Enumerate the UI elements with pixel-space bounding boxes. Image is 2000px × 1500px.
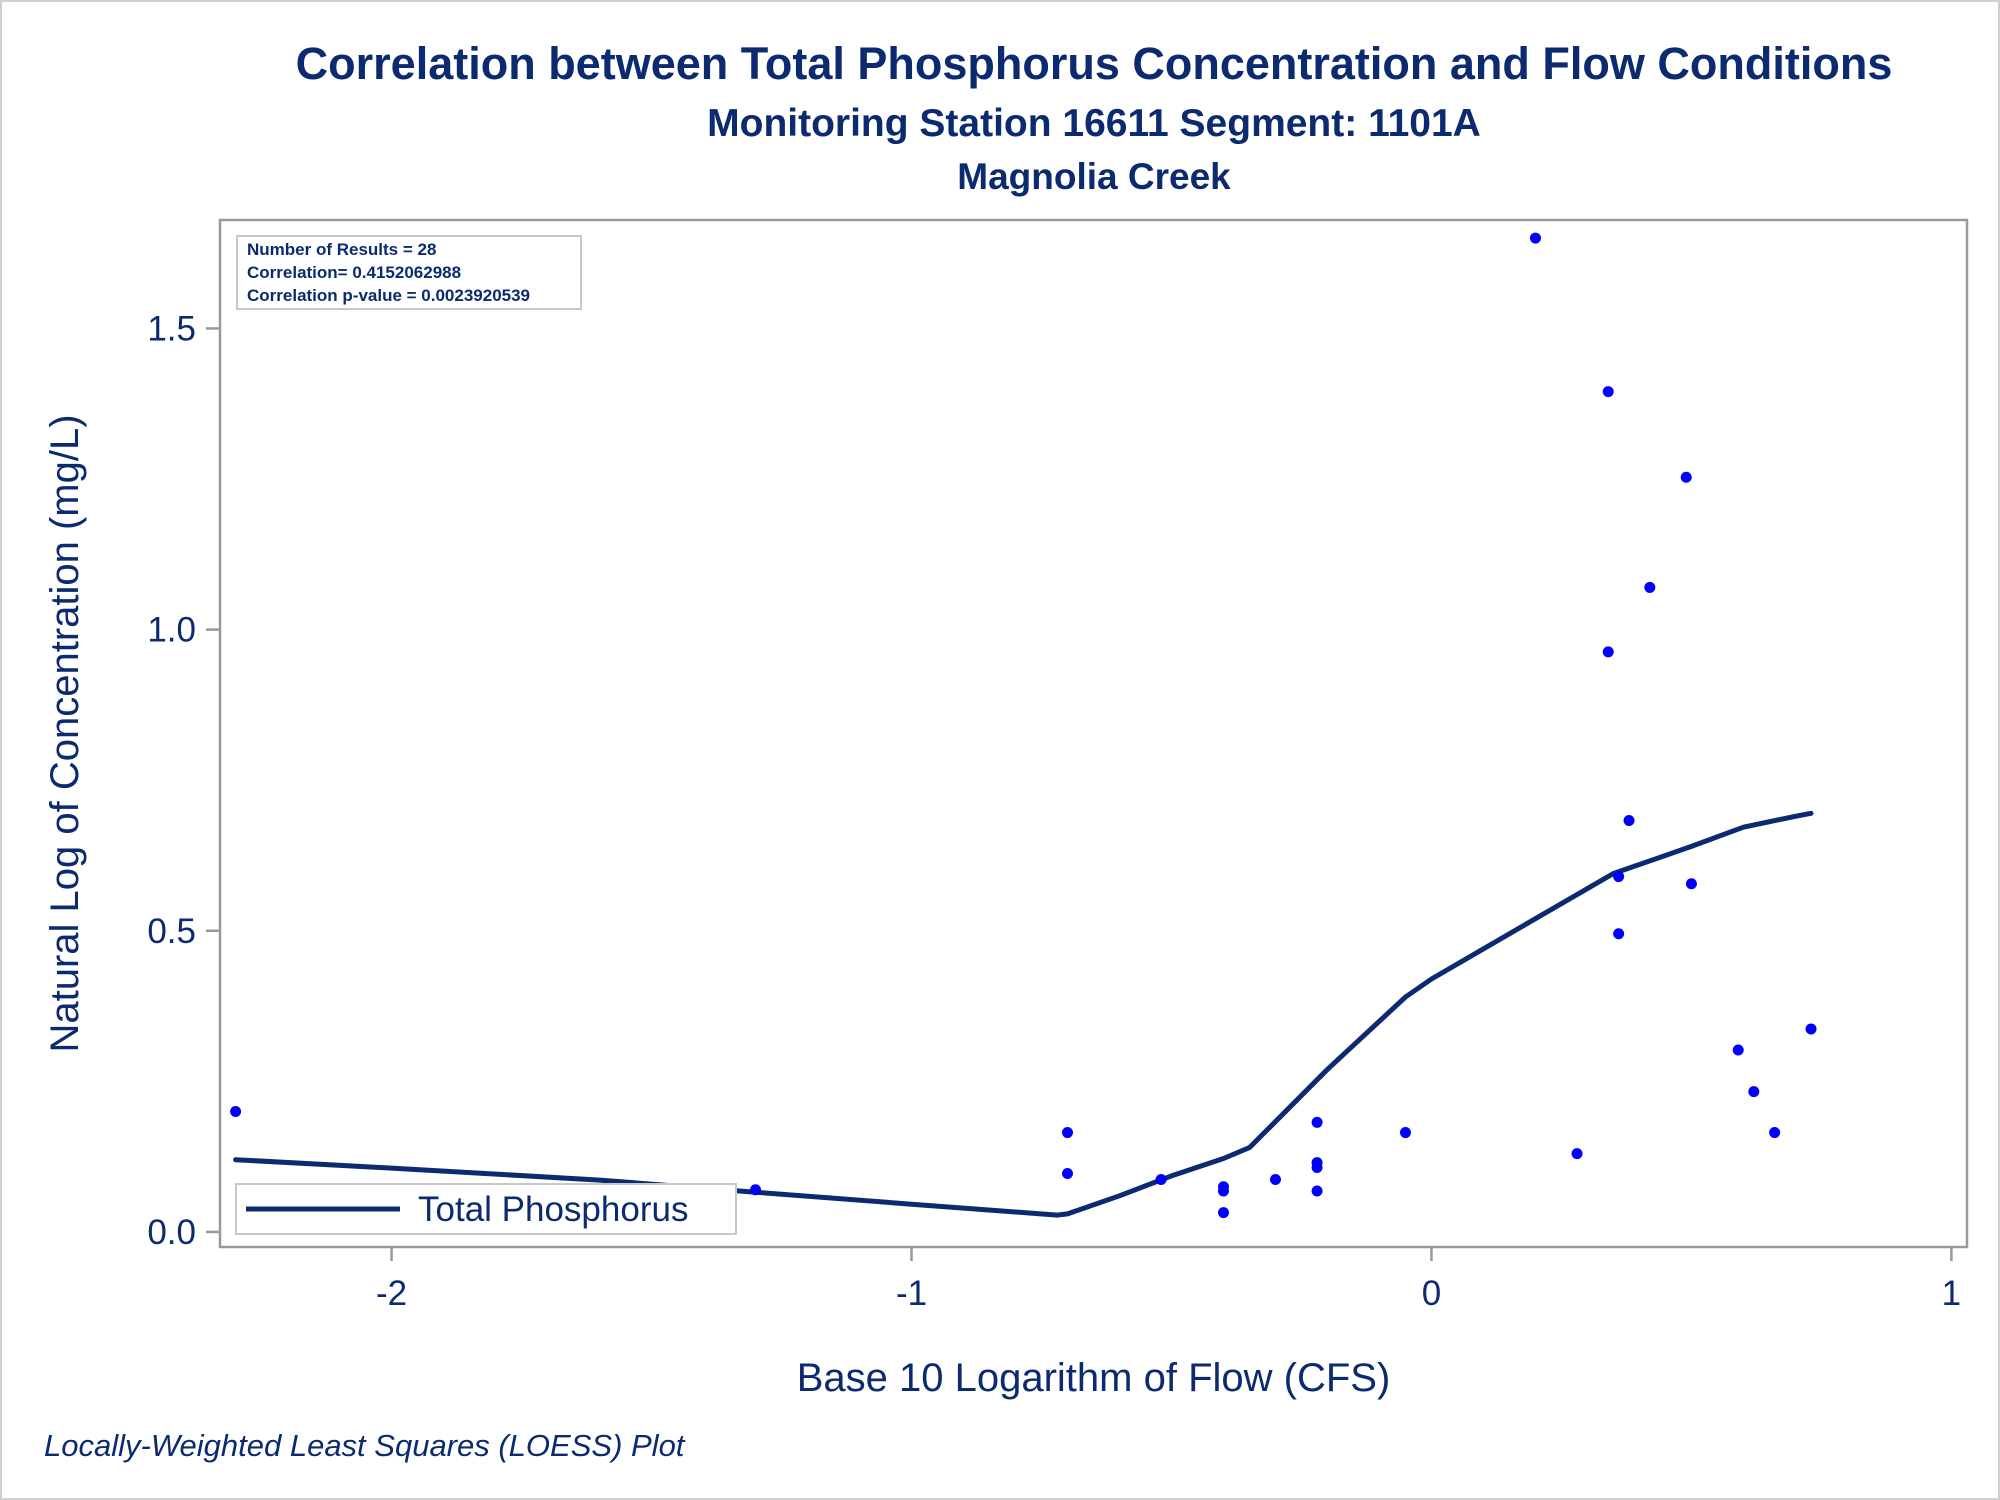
data-point (750, 1184, 762, 1196)
x-tick-label: -2 (376, 1274, 407, 1313)
chart-title: Correlation between Total Phosphorus Con… (295, 38, 1893, 89)
stats-box-border (236, 235, 582, 310)
plot-area (218, 218, 1969, 1249)
data-point (1311, 1116, 1323, 1128)
legend-label: Total Phosphorus (418, 1190, 688, 1229)
data-point (1602, 386, 1614, 398)
data-point (1732, 1044, 1744, 1056)
x-tick-label: -1 (896, 1274, 927, 1313)
data-point (1399, 1127, 1411, 1139)
y-axis: 0.0 0.5 1.0 1.5 (147, 309, 220, 1252)
y-tick-label: 0.5 (147, 912, 196, 951)
data-points (230, 232, 1817, 1219)
data-point (1644, 581, 1656, 593)
chart-subtitle-2: Magnolia Creek (957, 156, 1231, 197)
x-tick-label: 0 (1422, 1274, 1441, 1313)
y-axis-label: Natural Log of Concentration (mg/L) (43, 414, 87, 1052)
y-tick-label: 1.0 (147, 611, 196, 650)
x-axis: -2 -1 0 1 (376, 1247, 1961, 1313)
data-point (1685, 878, 1697, 890)
data-point (230, 1105, 242, 1117)
stats-box: Number of Results = 28 Correlation= 0.41… (236, 235, 582, 310)
y-tick-label: 1.5 (147, 309, 196, 348)
data-point (1311, 1185, 1323, 1197)
data-point (1623, 815, 1635, 827)
data-point (1613, 871, 1625, 883)
data-point (1805, 1023, 1817, 1035)
x-tick-label: 1 (1942, 1274, 1961, 1313)
data-point (1602, 646, 1614, 658)
data-point (1217, 1207, 1229, 1219)
stat-correlation: Correlation= 0.4152062988 (247, 263, 461, 282)
data-point (1269, 1174, 1281, 1186)
y-tick-label: 0.0 (147, 1213, 196, 1252)
loess-line (233, 810, 1814, 1218)
footnote: Locally-Weighted Least Squares (LOESS) P… (44, 1428, 685, 1463)
data-point (1748, 1086, 1760, 1098)
x-axis-label: Base 10 Logarithm of Flow (CFS) (797, 1356, 1391, 1400)
data-point (1062, 1168, 1074, 1180)
stat-p-value: Correlation p-value = 0.0023920539 (247, 286, 530, 305)
data-point (1311, 1161, 1323, 1173)
chart-subtitle: Monitoring Station 16611 Segment: 1101A (707, 102, 1481, 145)
data-point (1217, 1185, 1229, 1197)
data-point (1062, 1127, 1074, 1139)
data-point (1769, 1127, 1781, 1139)
data-point (1529, 232, 1541, 244)
legend: Total Phosphorus (235, 1183, 737, 1235)
data-point (1571, 1148, 1583, 1160)
data-point (1155, 1174, 1167, 1186)
data-point (1680, 471, 1692, 483)
data-point (1613, 928, 1625, 940)
stat-count: Number of Results = 28 (247, 240, 436, 259)
